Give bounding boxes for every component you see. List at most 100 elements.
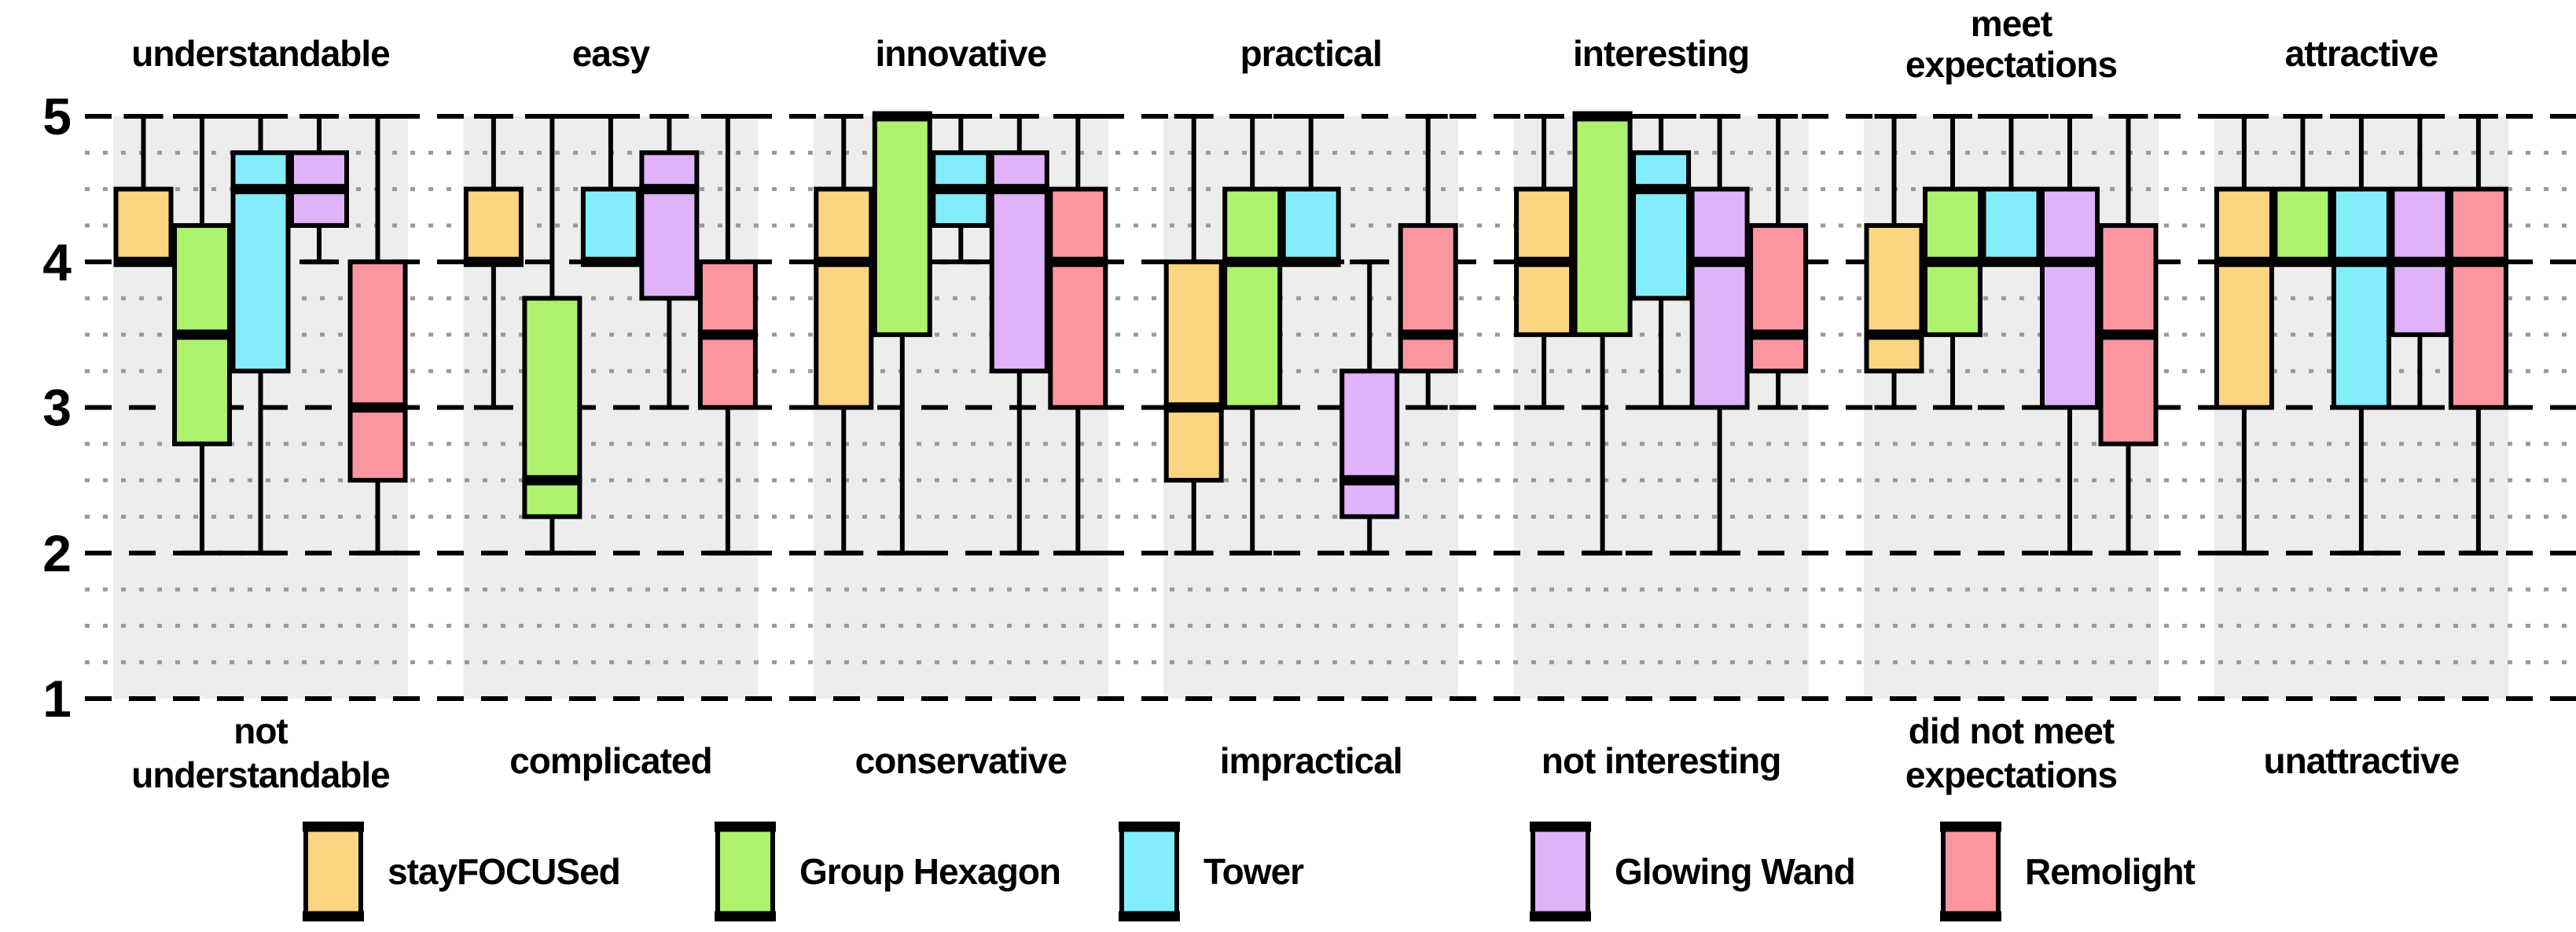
top-label-understandable: understandable	[131, 33, 390, 74]
box-meet-expectations-group-hexagon	[1923, 114, 1983, 410]
box-innovative-stayfocused	[814, 114, 874, 556]
boxplot-group-interesting	[1514, 111, 1809, 556]
box-interesting-group-hexagon	[1572, 111, 1633, 556]
box-easy-group-hexagon	[522, 114, 582, 556]
legend-swatch-glowing-wand	[1531, 824, 1590, 919]
y-tick-label-3: 3	[42, 379, 71, 437]
iqr-box	[2040, 186, 2100, 410]
boxplots	[113, 111, 2508, 556]
box-innovative-remolight	[1048, 114, 1108, 556]
adjective-labels: understandable not understandable easy compl…	[131, 3, 2460, 795]
legend-label-group-hexagon: Group Hexagon	[799, 851, 1060, 892]
iqr-box	[639, 150, 700, 301]
legend-label-tower: Tower	[1203, 851, 1304, 892]
box-interesting-stayfocused	[1514, 114, 1575, 410]
box-attractive-remolight	[2448, 114, 2508, 556]
bottom-label-not-interesting: not interesting	[1542, 740, 1780, 781]
iqr-box	[1748, 222, 1809, 374]
box-practical-group-hexagon	[1222, 114, 1283, 556]
box-practical-remolight	[1398, 114, 1458, 410]
box-meet-expectations-tower	[1981, 114, 2041, 267]
boxplot-group-understandable	[113, 114, 408, 556]
top-label-attractive: attractive	[2285, 33, 2438, 74]
box-attractive-stayfocused	[2214, 114, 2274, 556]
iqr-box	[1163, 259, 1224, 483]
top-label-easy: easy	[572, 33, 651, 74]
iqr-box	[1048, 186, 1108, 410]
box-understandable-remolight	[347, 114, 408, 556]
y-tick-label-5: 5	[42, 87, 71, 145]
box-practical-tower	[1281, 114, 1341, 267]
iqr-box	[872, 114, 932, 337]
top-label-practical: practical	[1240, 33, 1382, 74]
box-interesting-tower	[1631, 114, 1692, 410]
box-easy-glowing-wand	[639, 114, 700, 410]
box-understandable-tower	[230, 114, 291, 556]
box-meet-expectations-stayfocused	[1864, 114, 1924, 410]
top-label-interesting: interesting	[1573, 33, 1749, 74]
bottom-label-unattractive: unattractive	[2264, 740, 2460, 781]
box-innovative-glowing-wand	[989, 114, 1049, 556]
legend-swatch-tower	[1119, 824, 1179, 919]
legend-item-remolight: Remolight	[1940, 821, 2196, 922]
legend-swatch-stayfocused	[303, 824, 363, 919]
box-interesting-glowing-wand	[1689, 114, 1750, 556]
boxplot-group-innovative	[814, 111, 1108, 556]
y-axis-tick-labels: 5 4 3 2 1	[42, 87, 72, 728]
bottom-label-did-not-meet-expectations: did not meet expectations	[1905, 710, 2117, 795]
iqr-box	[1689, 186, 1750, 410]
box-attractive-tower	[2331, 114, 2391, 556]
boxplot-group-meet-expectations	[1864, 114, 2159, 556]
iqr-box	[2273, 186, 2333, 265]
box-easy-remolight	[697, 114, 758, 556]
iqr-box	[2448, 186, 2508, 410]
iqr-box	[2331, 186, 2391, 410]
box-understandable-group-hexagon	[172, 114, 232, 556]
box-understandable-glowing-wand	[289, 114, 349, 265]
bottom-label-impractical: impractical	[1220, 740, 1402, 781]
iqr-box	[113, 186, 174, 265]
box-innovative-group-hexagon	[872, 111, 932, 556]
legend: stayFOCUSed Group Hexagon Tower Glowing Wan…	[303, 821, 2196, 922]
iqr-box	[580, 186, 641, 265]
iqr-box	[1981, 186, 2041, 265]
iqr-box	[1222, 186, 1283, 410]
legend-swatch-remolight	[1941, 824, 2001, 919]
box-understandable-stayfocused	[113, 114, 174, 267]
box-meet-expectations-remolight	[2098, 114, 2159, 556]
iqr-box	[463, 186, 524, 265]
iqr-box	[1398, 222, 1458, 374]
box-practical-stayfocused	[1163, 114, 1224, 556]
y-tick-label-4: 4	[42, 233, 72, 291]
iqr-box	[1572, 114, 1633, 337]
legend-label-remolight: Remolight	[2025, 851, 2196, 892]
iqr-box	[1281, 186, 1341, 265]
box-easy-stayfocused	[463, 114, 524, 410]
box-attractive-group-hexagon	[2273, 114, 2333, 267]
top-label-innovative: innovative	[876, 33, 1047, 74]
iqr-box	[1631, 150, 1692, 301]
boxplot-group-attractive	[2214, 114, 2508, 556]
y-tick-label-1: 1	[42, 670, 71, 728]
iqr-box	[2214, 186, 2274, 410]
legend-item-stayfocused: stayFOCUSed	[303, 821, 621, 922]
box-practical-glowing-wand	[1339, 259, 1400, 556]
top-label-meet-expectations: meet expectations	[1905, 3, 2117, 85]
y-tick-label-2: 2	[42, 524, 71, 582]
iqr-box	[814, 186, 874, 410]
bottom-label-conservative: conservative	[855, 740, 1068, 781]
legend-item-group-hexagon: Group Hexagon	[715, 821, 1061, 922]
legend-item-tower: Tower	[1119, 821, 1305, 922]
box-interesting-remolight	[1748, 114, 1809, 410]
box-meet-expectations-glowing-wand	[2040, 114, 2100, 556]
box-easy-tower	[580, 114, 641, 267]
boxplot-group-easy	[463, 114, 758, 556]
bottom-label-complicated: complicated	[509, 740, 711, 781]
legend-item-glowing-wand: Glowing Wand	[1530, 821, 1856, 922]
boxplot-group-practical	[1163, 114, 1458, 556]
iqr-box	[1864, 222, 1924, 374]
box-innovative-tower	[931, 114, 991, 265]
